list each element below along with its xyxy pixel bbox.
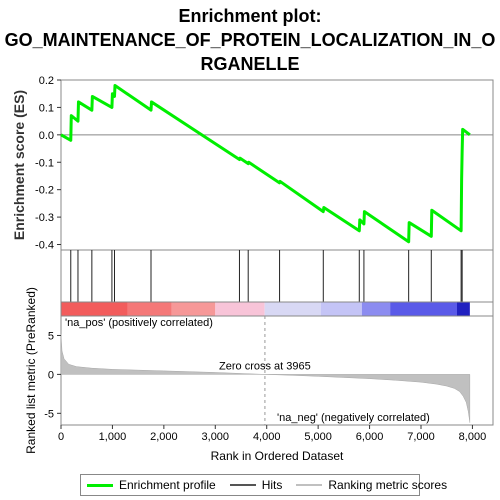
title-line-1: Enrichment plot: — [178, 6, 322, 26]
ranking-metric-area — [60, 333, 471, 423]
color-bar-segment — [390, 302, 457, 316]
metric-ytick-label: 5 — [48, 330, 54, 342]
xtick-label: 4,000 — [253, 431, 281, 443]
legend-item-enrichment: Enrichment profile — [87, 478, 216, 492]
es-ytick-label: 0.1 — [39, 102, 54, 114]
legend-label-hits: Hits — [261, 478, 283, 492]
xtick-label: 7,000 — [407, 431, 435, 443]
zero-cross-label: Zero cross at 3965 — [219, 360, 311, 372]
es-plot-frame — [60, 79, 494, 251]
legend-label-enrichment: Enrichment profile — [119, 478, 216, 492]
metric-ytick-label: -5 — [44, 408, 54, 420]
xtick-label: 5,000 — [304, 431, 332, 443]
x-axis-label: Rank in Ordered Dataset — [211, 449, 344, 463]
color-bar-segment — [320, 302, 362, 316]
xtick-label: 2,000 — [150, 431, 178, 443]
color-bar-segment — [215, 302, 265, 316]
es-ytick-label: 0.2 — [39, 75, 54, 87]
color-bar-segment — [361, 302, 391, 316]
color-bar-segment — [171, 302, 216, 316]
es-ytick-label: -0.4 — [35, 240, 54, 252]
color-bar-segment — [127, 302, 172, 316]
neg-corr-label: 'na_neg' (negatively correlated) — [277, 412, 430, 424]
xtick-label: 8,000 — [459, 431, 487, 443]
x-axis: 0 1,000 2,000 3,000 4,000 5,000 6,000 7,000 8,00… — [58, 425, 486, 463]
es-ytick-label: -0.3 — [35, 212, 54, 224]
es-ytick-label: -0.2 — [35, 185, 54, 197]
es-panel: 0.2 0.1 0.0 -0.1 -0.2 -0.3 -0.4 Enrichment scor… — [11, 75, 494, 252]
xtick-label: 6,000 — [356, 431, 384, 443]
legend-swatch-hits — [229, 484, 256, 486]
metric-ylabel: Ranked list metric (PreRanked) — [24, 287, 38, 454]
es-ylabel: Enrichment score (ES) — [11, 90, 27, 240]
hits-frame — [60, 249, 494, 303]
es-ytick-label: 0.0 — [39, 130, 54, 142]
color-bar-segment — [264, 302, 321, 316]
color-bar-segment — [61, 302, 128, 316]
title-line-2: GO_MAINTENANCE_OF_PROTEIN_LOCALIZATION_I… — [4, 30, 496, 50]
metric-ytick-label: 0 — [48, 369, 54, 381]
color-bar-panel — [60, 301, 494, 317]
hits-panel — [60, 249, 494, 303]
xtick-label: 3,000 — [202, 431, 230, 443]
pos-corr-label: 'na_pos' (positively correlated) — [65, 317, 213, 329]
xtick-label: 0 — [58, 431, 64, 443]
color-bar-segment — [457, 302, 470, 316]
es-ytick-label: -0.1 — [35, 157, 54, 169]
legend: Enrichment profile Hits Ranking metric s… — [80, 474, 447, 496]
xtick-label: 1,000 — [99, 431, 127, 443]
legend-swatch-enrichment — [87, 483, 113, 487]
legend-item-metric: Ranking metric scores — [296, 478, 447, 492]
legend-item-hits: Hits — [229, 478, 283, 492]
metric-panel: 5 0 -5 Zero cross at 3965 'na_pos' (positive… — [24, 287, 494, 454]
enrichment-profile-line — [60, 83, 471, 244]
title-line-3: RGANELLE — [200, 54, 300, 74]
legend-label-metric: Ranking metric scores — [328, 478, 448, 492]
legend-swatch-metric — [296, 484, 323, 486]
chart-title: Enrichment plot: GO_MAINTENANCE_OF_PROTE… — [0, 4, 500, 76]
